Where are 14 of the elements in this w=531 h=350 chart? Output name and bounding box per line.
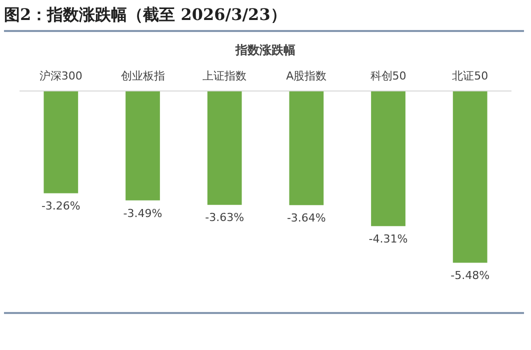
x-tick-label: 创业板指 xyxy=(120,69,165,82)
data-label: -3.63% xyxy=(205,211,244,224)
data-label: -3.26% xyxy=(41,200,80,213)
data-label: -4.31% xyxy=(368,232,408,246)
data-label: -3.49% xyxy=(123,206,162,220)
x-tick-label: 北证50 xyxy=(452,69,488,82)
data-label: -5.48% xyxy=(450,269,490,282)
data-label: -3.64% xyxy=(286,211,326,224)
x-tick-label: 科创50 xyxy=(370,69,406,82)
x-tick-label: 上证指数 xyxy=(202,69,247,82)
chart-title: 图2：指数涨跌幅（截至 2026/3/23） xyxy=(4,2,524,32)
x-tick-label: A股指数 xyxy=(286,69,327,82)
x-tick-label: 沪深300 xyxy=(39,69,82,82)
chart-subtitle: 指数涨跌幅 xyxy=(234,42,296,59)
